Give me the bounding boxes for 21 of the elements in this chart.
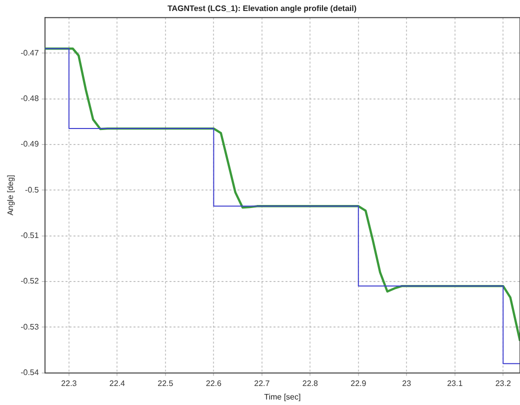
x-tick-label: 23.1 xyxy=(447,378,464,388)
x-axis-title: Time [sec] xyxy=(264,392,301,402)
y-tick-label: -0.52 xyxy=(20,276,40,286)
x-tick-label: 23 xyxy=(402,378,412,388)
x-tick-label: 22.5 xyxy=(158,378,174,388)
x-tick-label: 22.8 xyxy=(302,378,318,388)
chart-title: TAGNTest (LCS_1): Elevation angle profile (detail) xyxy=(167,4,357,14)
x-tick-label: 23.2 xyxy=(495,378,512,388)
y-tick-label: -0.47 xyxy=(20,48,40,58)
x-tick-label: 22.9 xyxy=(350,378,367,388)
x-tick-label: 22.4 xyxy=(109,378,126,388)
x-tick-label: 22.3 xyxy=(61,378,78,388)
y-tick-label: -0.5 xyxy=(25,185,40,194)
y-axis-title: Angle [deg] xyxy=(6,174,16,216)
y-tick-label: -0.48 xyxy=(20,94,40,104)
x-tick-label: 22.7 xyxy=(254,378,270,388)
y-tick-label: -0.54 xyxy=(20,368,40,378)
y-tick-label: -0.51 xyxy=(20,231,40,240)
x-tick-label: 22.6 xyxy=(206,378,222,388)
y-tick-label: -0.49 xyxy=(20,140,40,149)
y-tick-label: -0.53 xyxy=(20,322,40,332)
